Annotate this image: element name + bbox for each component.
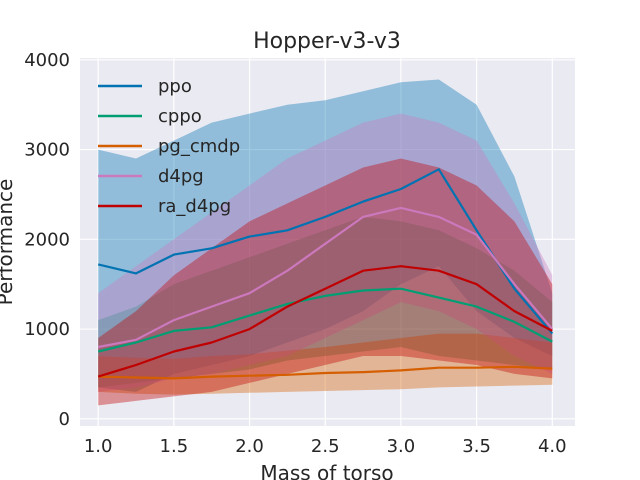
legend: ppo cppo pg_cmdp d4pg ra_d4pg [98,76,240,217]
legend-label-ppo: ppo [158,76,192,97]
line-d4pg [97,206,554,349]
line-pg_cmdp [98,365,553,380]
line-ppo [97,168,554,335]
confidence-bands [98,79,553,406]
x-axis-label: Mass of torso [260,461,393,480]
legend-label-d4pg: d4pg [158,166,204,187]
x-tick-label: 1.0 [84,436,113,457]
grid-x [97,58,553,426]
x-tick-label: 2.0 [235,436,264,457]
band-ppo [98,79,553,392]
line-cppo [97,287,553,353]
band-pg_cmdp [98,333,553,395]
y-tick-label: 0 [59,409,70,430]
x-tick-label: 1.5 [160,436,189,457]
y-tick-label: 2000 [24,229,70,250]
band-d4pg [98,113,553,392]
line-ra_d4pg [97,265,553,378]
series-lines [97,168,554,380]
x-tick-label: 3.0 [387,436,416,457]
legend-label-ra_d4pg: ra_d4pg [158,196,231,217]
x-tick-labels: 1.0 1.5 2.0 2.5 3.0 3.5 4.0 [84,436,567,457]
legend-label-pg_cmdp: pg_cmdp [158,136,240,157]
grid-y [80,59,575,420]
x-tick-label: 2.5 [311,436,340,457]
legend-label-cppo: cppo [158,106,202,127]
y-tick-label: 1000 [24,319,70,340]
band-cppo [98,216,553,388]
chart-title: Hopper-v3-v3 [253,29,401,54]
band-ra_d4pg [98,158,553,406]
x-tick-label: 3.5 [462,436,491,457]
y-tick-labels: 0 1000 2000 3000 4000 [24,50,70,430]
y-tick-label: 3000 [24,140,70,161]
y-axis-label: Performance [0,179,17,306]
x-tick-label: 4.0 [538,436,567,457]
y-tick-label: 4000 [24,50,70,71]
